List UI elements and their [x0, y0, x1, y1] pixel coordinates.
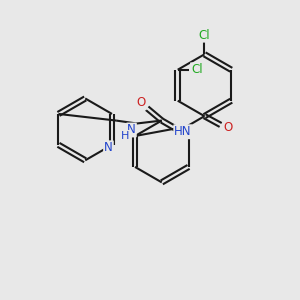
- Text: N: N: [104, 141, 113, 154]
- Text: O: O: [224, 121, 233, 134]
- Text: H: H: [122, 131, 130, 141]
- Text: Cl: Cl: [199, 29, 210, 42]
- Text: O: O: [136, 96, 146, 110]
- Text: HN: HN: [174, 125, 192, 138]
- Text: N: N: [127, 124, 136, 136]
- Text: Cl: Cl: [191, 63, 202, 76]
